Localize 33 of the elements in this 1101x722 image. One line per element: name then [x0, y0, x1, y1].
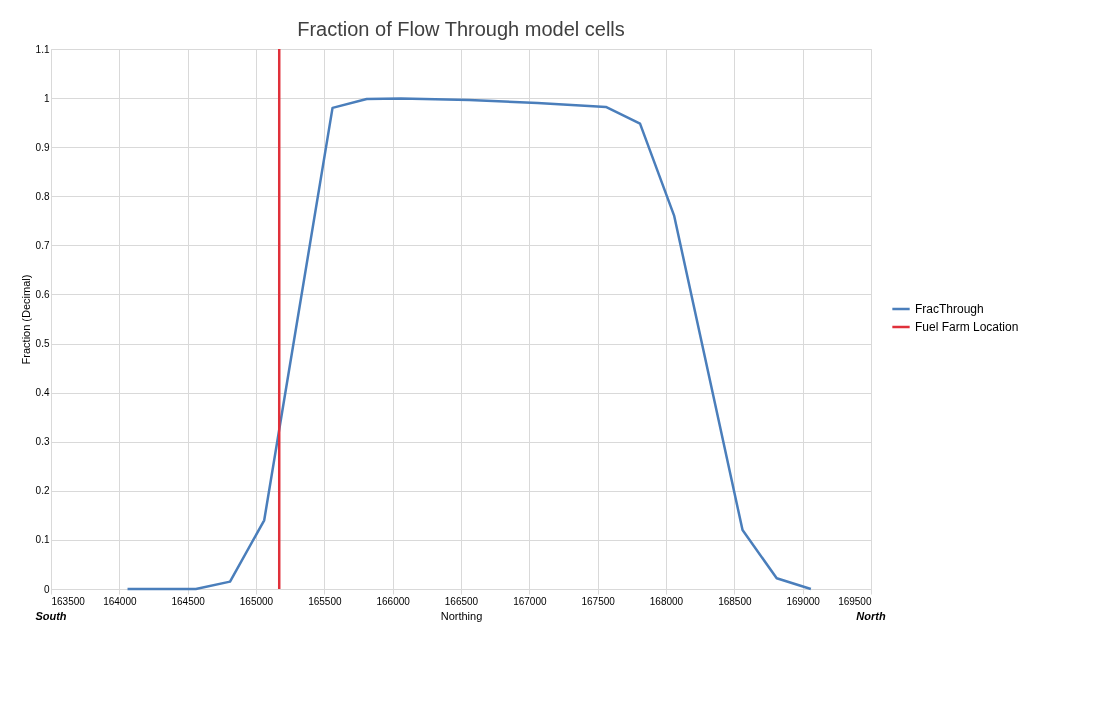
text: North: [856, 610, 886, 622]
x-tick-label: 166000: [376, 595, 411, 607]
y-tick-label: 0.2: [35, 485, 50, 497]
y-tick-label: 0.8: [35, 190, 50, 202]
x-tick-label: 168500: [718, 595, 752, 607]
text: South: [35, 610, 67, 622]
x-tick-label: 168000: [649, 595, 684, 607]
legend-label: Fuel Farm Location: [915, 320, 1019, 334]
x-tick-label: 165500: [308, 595, 342, 607]
x-tick-label: 166500: [444, 595, 479, 607]
y-tick-label: 0.7: [35, 239, 50, 251]
y-tick-label: 0.5: [35, 338, 50, 350]
line-series: [126, 97, 813, 591]
y-tick-label: 0.6: [35, 288, 50, 300]
y-tick-label: 0.1: [35, 534, 50, 546]
x-tick-label: 163500: [51, 595, 86, 607]
chart-title: Fraction of Flow Through model cells: [297, 18, 625, 40]
y-tick-label: 1.1: [35, 43, 50, 55]
legend-label: FracThrough: [915, 302, 984, 316]
x-tick-label: 167000: [513, 595, 547, 607]
x-tick-label: 169000: [786, 595, 821, 607]
y-tick-label: 0: [43, 583, 50, 595]
y-tick-label: 1: [43, 92, 50, 104]
x-tick-label: 164500: [171, 595, 206, 607]
y-tick-label: 0.9: [35, 141, 50, 153]
y-axis-title: Fraction (Decimal): [19, 274, 32, 365]
x-tick-label: 164000: [103, 595, 137, 607]
y-tick-label: 0.4: [35, 387, 50, 399]
x-axis-title: Northing: [440, 609, 483, 622]
x-tick-label: 167500: [581, 595, 616, 607]
x-tick-label: 165000: [239, 595, 274, 607]
x-tick-label: 169500: [838, 595, 872, 607]
y-tick-label: 0.3: [35, 436, 50, 448]
